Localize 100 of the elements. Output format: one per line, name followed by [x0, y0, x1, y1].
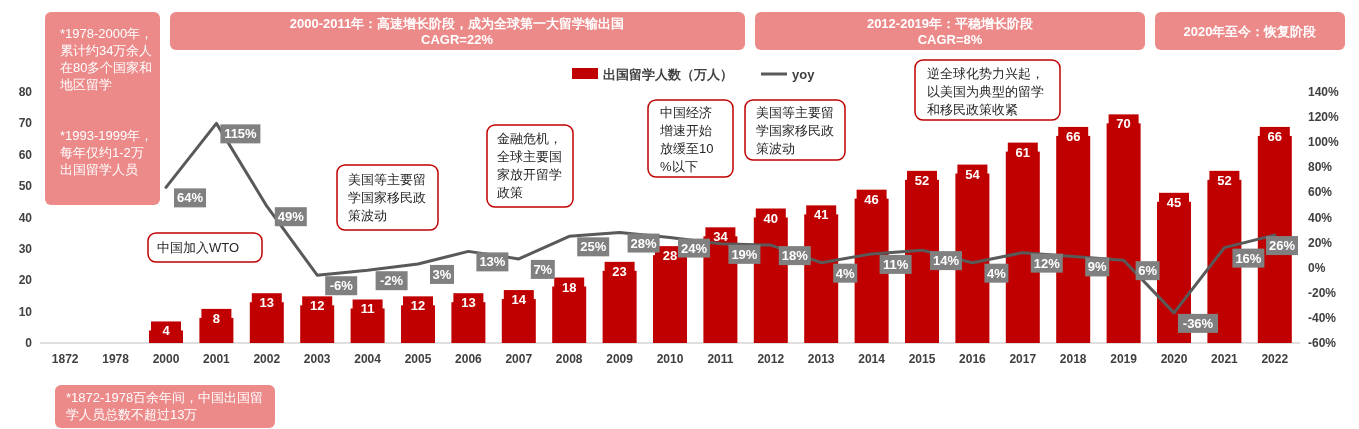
- data-label: 11: [360, 301, 375, 317]
- y2-tick-label: 80%: [1308, 160, 1333, 175]
- data-label: 61: [1015, 144, 1031, 160]
- y2-tick-label: 60%: [1308, 185, 1333, 200]
- data-label: 45: [1166, 194, 1182, 210]
- x-tick-label: 1872: [51, 352, 79, 366]
- x-tick-label: 2013: [807, 352, 835, 366]
- data-label: 52: [1217, 172, 1232, 188]
- data-label: 4%: [987, 265, 1007, 281]
- data-label: 70: [1116, 116, 1131, 132]
- x-tick-label: 2010: [656, 352, 684, 366]
- x-tick-label: 2007: [505, 352, 533, 366]
- x-tick-label: 2019: [1110, 352, 1138, 366]
- data-label: 14: [511, 292, 527, 308]
- legend-label: 出国留学人数（万人）: [603, 67, 733, 82]
- data-label: 11%: [882, 256, 909, 272]
- data-label: 12: [410, 298, 426, 314]
- y-tick-label: 40: [18, 210, 33, 225]
- data-label: 8: [212, 310, 221, 326]
- data-label: 16%: [1235, 250, 1262, 266]
- y-tick-label: 70: [18, 116, 33, 131]
- text: 2000-2011年：高速增长阶段，成为全球第一大留学输出国: [289, 16, 625, 31]
- data-label: 7%: [533, 261, 553, 277]
- x-tick-label: 2000: [152, 352, 180, 366]
- text: *1872-1978百余年间，中国出国留学人员总数不超过13万: [66, 390, 264, 422]
- data-label: -2%: [380, 273, 404, 289]
- data-label: 34: [713, 229, 729, 245]
- data-label: 23: [612, 263, 627, 279]
- x-tick-label: 2014: [858, 352, 886, 366]
- data-label: -36%: [1182, 315, 1214, 331]
- y2-tick-label: 100%: [1308, 135, 1340, 150]
- data-label: 6%: [1138, 263, 1158, 279]
- data-label: 9%: [1087, 259, 1108, 275]
- annotation: 中国加入WTO: [157, 240, 240, 255]
- data-label: 46: [864, 191, 879, 207]
- x-tick-label: 2002: [253, 352, 281, 366]
- data-label: 115%: [224, 126, 258, 142]
- data-label: 3%: [432, 266, 452, 282]
- data-label: 18%: [781, 248, 809, 264]
- data-label: 54: [965, 166, 981, 182]
- data-label: 41: [813, 207, 829, 223]
- x-tick-label: 2012: [757, 352, 785, 366]
- data-label: 26%: [1268, 238, 1296, 254]
- x-tick-label: 2011: [707, 352, 734, 366]
- text: CAGR=8%: [917, 32, 983, 47]
- x-tick-label: 2001: [203, 352, 231, 366]
- y-tick-label: 0: [25, 336, 33, 350]
- x-tick-label: 2003: [303, 352, 331, 366]
- text: 2012-2019年：平稳增长阶段: [866, 16, 1035, 31]
- y2-tick-label: -40%: [1308, 310, 1337, 325]
- data-label: 28%: [630, 235, 658, 251]
- data-label: 28: [662, 248, 678, 264]
- x-tick-label: 2006: [455, 352, 483, 366]
- y-tick-label: 30: [18, 241, 33, 256]
- data-label: 49%: [277, 209, 305, 225]
- annotation: 金融危机，全球主要国家放开留学政策: [497, 131, 562, 200]
- y-tick-label: 20: [18, 273, 33, 288]
- x-tick-label: 2018: [1059, 352, 1087, 366]
- text: CAGR=22%: [421, 32, 494, 47]
- x-tick-label: 2020: [1160, 352, 1188, 366]
- x-tick-label: 2017: [1009, 352, 1037, 366]
- x-tick-label: 2016: [959, 352, 987, 366]
- data-label: 66: [1267, 128, 1283, 144]
- legend-label: yoy: [792, 67, 816, 82]
- x-tick-label: 2015: [908, 352, 936, 366]
- y2-tick-label: 140%: [1308, 85, 1340, 99]
- data-label: 14%: [932, 253, 960, 269]
- data-label: 13%: [479, 254, 506, 270]
- x-tick-label: 2022: [1261, 352, 1289, 366]
- y-tick-label: 80: [18, 85, 33, 99]
- data-label: 12: [309, 298, 325, 314]
- annotation: 美国等主要留学国家移民政策波动: [756, 105, 834, 156]
- x-tick-label: 2008: [555, 352, 583, 366]
- data-label: 13: [461, 295, 476, 311]
- data-label: 24%: [680, 240, 708, 256]
- y2-tick-label: 20%: [1308, 235, 1333, 250]
- text: *1978-2000年，累计约34万余人在80多个国家和地区留学: [59, 26, 154, 92]
- y-tick-label: 10: [18, 304, 33, 319]
- data-label: 13: [259, 295, 275, 311]
- x-tick-label: 1978: [102, 352, 130, 366]
- data-label: 4%: [835, 265, 856, 281]
- data-label: 12%: [1033, 255, 1061, 271]
- data-label: 18: [561, 279, 577, 295]
- annotation: 中国经济增速开始放缓至10%以下: [659, 105, 714, 174]
- data-label: 64%: [176, 190, 204, 206]
- data-label: 52: [914, 172, 930, 188]
- y2-tick-label: 120%: [1308, 110, 1340, 125]
- y-tick-label: 60: [18, 147, 33, 162]
- data-label: -6%: [329, 278, 354, 294]
- x-tick-label: 2021: [1211, 352, 1239, 366]
- y2-tick-label: 0%: [1308, 260, 1326, 275]
- y-tick-label: 50: [18, 179, 33, 194]
- annotation: 美国等主要留学国家移民政策波动: [348, 172, 426, 223]
- data-label: 40: [763, 210, 779, 226]
- x-tick-label: 2004: [354, 352, 382, 366]
- data-label: 25%: [580, 239, 607, 255]
- x-tick-label: 2005: [404, 352, 432, 366]
- annotation: 逆全球化势力兴起，以美国为典型的留学和移民政策收紧: [927, 66, 1044, 117]
- data-label: 66: [1065, 128, 1081, 144]
- y2-tick-label: -20%: [1308, 285, 1337, 300]
